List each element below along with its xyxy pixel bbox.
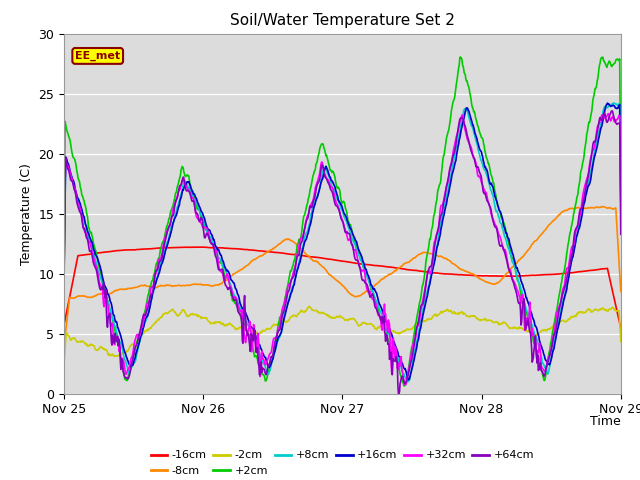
+32cm	[402, 382, 410, 388]
Text: EE_met: EE_met	[75, 51, 120, 61]
+64cm	[305, 207, 313, 213]
+16cm	[285, 297, 293, 303]
+16cm	[495, 206, 502, 212]
+2cm	[117, 355, 125, 361]
+8cm	[285, 296, 293, 302]
+8cm	[443, 192, 451, 198]
+64cm	[505, 266, 513, 272]
+64cm	[495, 238, 502, 244]
-8cm	[305, 253, 313, 259]
+64cm	[395, 391, 403, 396]
Line: +32cm: +32cm	[64, 114, 621, 385]
-16cm	[286, 252, 294, 257]
+2cm	[305, 192, 313, 198]
+2cm	[285, 275, 293, 280]
+64cm	[285, 287, 293, 293]
+16cm	[404, 377, 412, 383]
+16cm	[505, 236, 513, 241]
+32cm	[117, 355, 125, 361]
-8cm	[60, 342, 68, 348]
-8cm	[494, 279, 502, 285]
-16cm	[60, 322, 68, 328]
+16cm	[117, 333, 125, 339]
-16cm	[505, 273, 513, 279]
+64cm	[617, 231, 625, 237]
-2cm	[305, 303, 313, 309]
-16cm	[443, 271, 451, 277]
Y-axis label: Temperature (C): Temperature (C)	[20, 163, 33, 264]
+64cm	[60, 291, 68, 297]
X-axis label: Time: Time	[590, 415, 621, 428]
+2cm	[400, 383, 408, 389]
Title: Soil/Water Temperature Set 2: Soil/Water Temperature Set 2	[230, 13, 455, 28]
-16cm	[117, 248, 125, 253]
Line: +64cm: +64cm	[64, 111, 621, 394]
+64cm	[443, 182, 451, 188]
+2cm	[60, 225, 68, 230]
+2cm	[495, 207, 503, 213]
-2cm	[443, 307, 451, 312]
-8cm	[285, 237, 293, 242]
+64cm	[117, 366, 125, 372]
-16cm	[617, 325, 625, 331]
-8cm	[117, 286, 125, 292]
+32cm	[617, 231, 625, 237]
Legend: -16cm, -8cm, -2cm, +2cm, +8cm, +16cm, +32cm, +64cm: -16cm, -8cm, -2cm, +2cm, +8cm, +16cm, +3…	[147, 446, 538, 480]
Line: +2cm: +2cm	[64, 57, 621, 386]
+8cm	[495, 214, 502, 220]
+32cm	[605, 111, 612, 117]
-8cm	[599, 204, 607, 209]
Line: +8cm: +8cm	[64, 103, 621, 382]
-16cm	[192, 244, 200, 250]
+8cm	[403, 379, 411, 385]
-2cm	[495, 322, 502, 327]
+8cm	[117, 340, 125, 346]
+32cm	[443, 181, 451, 187]
+2cm	[506, 243, 513, 249]
-2cm	[617, 339, 625, 345]
+8cm	[617, 197, 625, 203]
+8cm	[305, 222, 313, 228]
+32cm	[60, 294, 68, 300]
+32cm	[285, 281, 293, 287]
Line: -16cm: -16cm	[64, 247, 621, 328]
-16cm	[306, 254, 314, 260]
-8cm	[504, 269, 512, 275]
+32cm	[495, 232, 502, 238]
-2cm	[117, 352, 125, 358]
Line: -2cm: -2cm	[64, 306, 621, 364]
Line: +16cm: +16cm	[64, 103, 621, 380]
-2cm	[306, 304, 314, 310]
Line: -8cm: -8cm	[64, 206, 621, 345]
+32cm	[305, 208, 313, 214]
-8cm	[442, 256, 450, 262]
-8cm	[617, 288, 625, 294]
+8cm	[60, 273, 68, 278]
+2cm	[617, 190, 625, 195]
+16cm	[305, 226, 313, 232]
+64cm	[608, 108, 616, 114]
-2cm	[505, 324, 513, 330]
+8cm	[610, 100, 618, 106]
+2cm	[443, 133, 451, 139]
-16cm	[495, 273, 502, 279]
+16cm	[60, 271, 68, 277]
+16cm	[617, 198, 625, 204]
+32cm	[505, 265, 513, 271]
+16cm	[443, 198, 451, 204]
-2cm	[60, 361, 68, 367]
-2cm	[285, 317, 293, 323]
+16cm	[604, 100, 611, 106]
+8cm	[505, 246, 513, 252]
+2cm	[456, 54, 464, 60]
